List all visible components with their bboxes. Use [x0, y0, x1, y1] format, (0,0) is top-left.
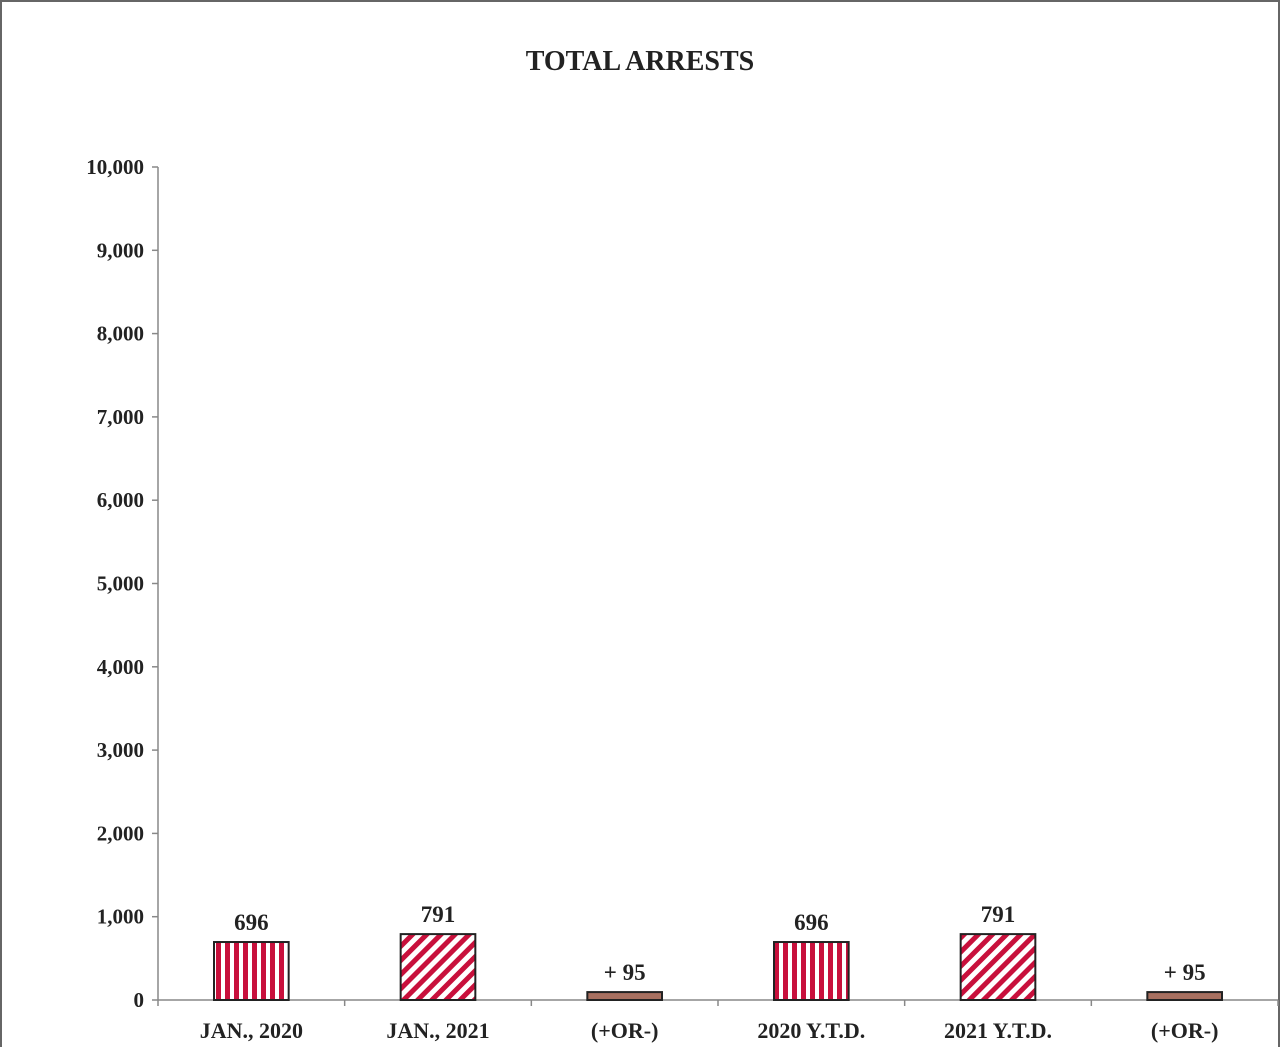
y-tick-label: 6,000 — [97, 488, 144, 512]
bar — [959, 933, 1037, 1001]
data-label: + 95 — [604, 960, 646, 985]
y-tick-label: 8,000 — [97, 322, 144, 346]
y-tick-label: 3,000 — [97, 738, 144, 762]
data-label: 791 — [981, 902, 1016, 927]
y-tick-label: 0 — [134, 988, 145, 1012]
bar — [399, 933, 477, 1001]
x-tick-label: 2020 Y.T.D. — [757, 1018, 865, 1043]
data-label: 791 — [421, 902, 456, 927]
data-label: 696 — [234, 910, 269, 935]
x-tick-label: (+OR-) — [591, 1018, 659, 1043]
bar — [586, 991, 663, 1001]
bar — [1146, 991, 1224, 1001]
y-tick-label: 10,000 — [86, 155, 144, 179]
data-label: 696 — [794, 910, 829, 935]
y-tick-label: 1,000 — [97, 905, 144, 929]
x-tick-label: JAN., 2020 — [200, 1018, 303, 1043]
x-tick-label: JAN., 2021 — [386, 1018, 489, 1043]
x-tick-label: 2021 Y.T.D. — [944, 1018, 1052, 1043]
y-tick-label: 2,000 — [97, 821, 144, 845]
data-label: + 95 — [1164, 960, 1206, 985]
bar — [213, 941, 290, 1001]
y-tick-label: 7,000 — [97, 405, 144, 429]
bar — [773, 941, 850, 1001]
y-tick-label: 5,000 — [97, 572, 144, 596]
y-tick-label: 9,000 — [97, 238, 144, 262]
x-tick-label: (+OR-) — [1151, 1018, 1219, 1043]
y-tick-label: 4,000 — [97, 655, 144, 679]
chart-title: TOTAL ARRESTS — [525, 46, 755, 77]
